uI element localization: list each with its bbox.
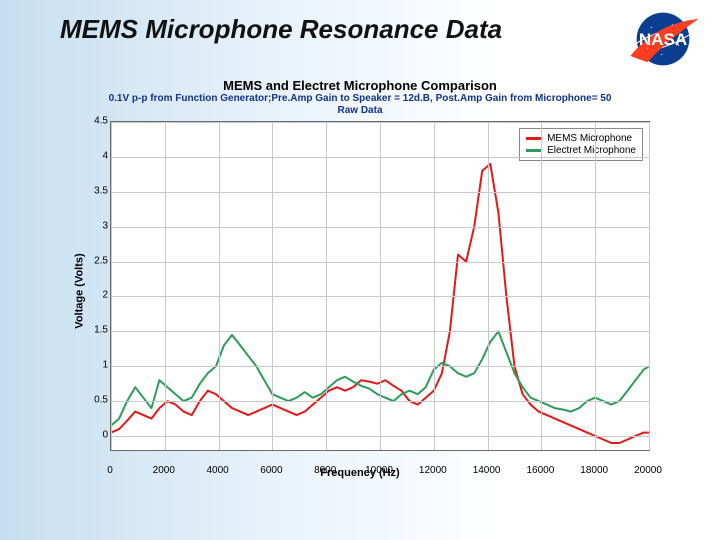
xtick-label: 16000 xyxy=(526,465,554,476)
gridline-v xyxy=(326,122,327,450)
xtick-label: 0 xyxy=(107,465,113,476)
gridline-v xyxy=(488,122,489,450)
logo-text: NASA xyxy=(639,30,687,49)
chart-subtitle-1: 0.1V p-p from Function Generator;Pre.Amp… xyxy=(60,93,660,105)
legend-item-electret: Electret Microphone xyxy=(526,145,636,156)
xtick-label: 14000 xyxy=(473,465,501,476)
gridline-v xyxy=(111,122,112,450)
ytick-label: 3.5 xyxy=(80,185,108,196)
ytick-label: 3 xyxy=(80,220,108,231)
slide: MEMS Microphone Resonance Data NASA MEMS… xyxy=(0,0,720,540)
xtick-label: 20000 xyxy=(634,465,662,476)
gridline-v xyxy=(434,122,435,450)
gridline-v xyxy=(595,122,596,450)
gridline-v xyxy=(649,122,650,450)
legend-swatch-mems xyxy=(526,137,542,140)
page-title: MEMS Microphone Resonance Data xyxy=(60,14,502,45)
plot-outer: Voltage (Volts) MEMS Microphone Electret… xyxy=(60,121,660,461)
ytick-label: 2.5 xyxy=(80,255,108,266)
chart-title: MEMS and Electret Microphone Comparison xyxy=(60,78,660,93)
xtick-label: 10000 xyxy=(365,465,393,476)
gridline-v xyxy=(219,122,220,450)
ytick-label: 1 xyxy=(80,360,108,371)
legend-label-mems: MEMS Microphone xyxy=(547,133,632,144)
x-axis-label: Frequency (Hz) xyxy=(60,467,660,479)
xtick-label: 2000 xyxy=(153,465,175,476)
legend-label-electret: Electret Microphone xyxy=(547,145,636,156)
gridline-v xyxy=(272,122,273,450)
ytick-label: 4.5 xyxy=(80,116,108,127)
gridline-v xyxy=(165,122,166,450)
legend-swatch-electret xyxy=(526,149,542,152)
gridline-v xyxy=(380,122,381,450)
nasa-logo: NASA xyxy=(624,8,702,70)
xtick-label: 6000 xyxy=(260,465,282,476)
xtick-label: 18000 xyxy=(580,465,608,476)
ytick-label: 1.5 xyxy=(80,325,108,336)
ytick-label: 0 xyxy=(80,430,108,441)
ytick-label: 4 xyxy=(80,150,108,161)
chart: MEMS and Electret Microphone Comparison … xyxy=(60,78,660,498)
xtick-label: 4000 xyxy=(206,465,228,476)
xtick-label: 12000 xyxy=(419,465,447,476)
chart-subtitle-2: Raw Data xyxy=(60,105,660,117)
gridline-v xyxy=(541,122,542,450)
ytick-label: 0.5 xyxy=(80,395,108,406)
xtick-label: 8000 xyxy=(314,465,336,476)
plot-area: MEMS Microphone Electret Microphone xyxy=(110,121,650,451)
legend-item-mems: MEMS Microphone xyxy=(526,133,636,144)
ytick-label: 2 xyxy=(80,290,108,301)
